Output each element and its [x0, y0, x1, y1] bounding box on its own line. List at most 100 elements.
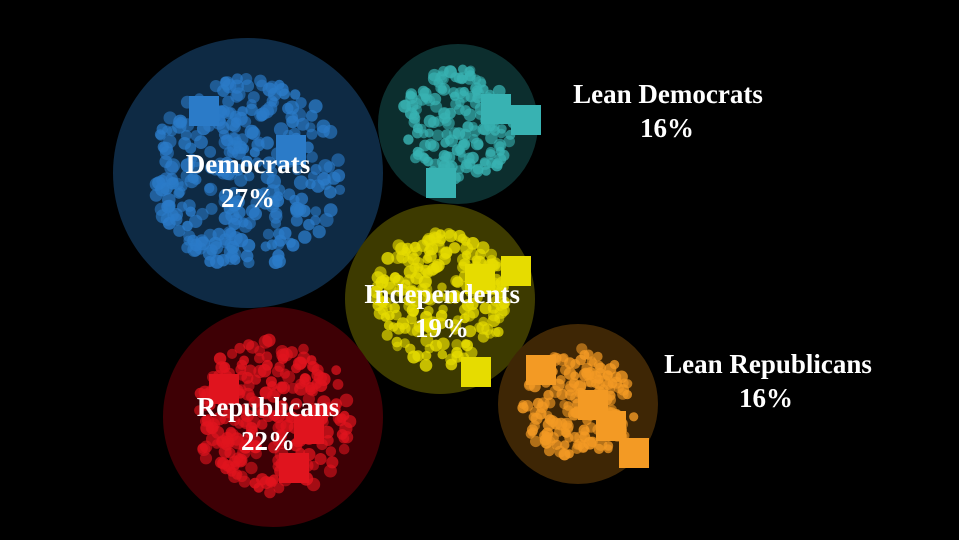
dot-republicans — [290, 398, 303, 410]
square-marker-lean-republicans — [526, 355, 556, 385]
dot-democrats — [166, 126, 178, 137]
dot-lean-democrats — [412, 104, 422, 115]
square-marker-republicans — [279, 453, 309, 483]
dot-democrats — [244, 124, 259, 139]
dot-republicans — [267, 389, 280, 403]
dot-lean-democrats — [485, 149, 496, 160]
dot-independents — [461, 299, 474, 312]
dot-republicans — [221, 435, 234, 448]
dot-democrats — [159, 141, 173, 156]
dot-lean-republicans — [593, 443, 605, 454]
dot-independents — [438, 253, 451, 265]
dot-republicans — [338, 443, 350, 455]
dot-republicans — [256, 408, 267, 419]
dot-independents — [380, 312, 391, 322]
dot-independents — [407, 350, 421, 364]
dot-republicans — [299, 373, 312, 386]
dot-lean-democrats — [472, 92, 483, 104]
square-marker-democrats — [276, 135, 306, 165]
dot-democrats — [204, 146, 217, 158]
dot-democrats — [149, 188, 163, 202]
dot-independents — [451, 339, 463, 351]
dot-independents — [461, 339, 471, 349]
dot-lean-democrats — [403, 134, 414, 145]
dot-independents — [437, 282, 447, 292]
square-marker-lean-democrats — [511, 105, 541, 135]
dot-lean-democrats — [454, 87, 467, 99]
dot-democrats — [173, 114, 188, 129]
dot-democrats — [173, 224, 186, 237]
dot-democrats — [252, 157, 263, 168]
dot-democrats — [242, 238, 256, 253]
dot-lean-democrats — [412, 146, 423, 157]
dot-democrats — [250, 196, 263, 210]
dot-democrats — [229, 254, 241, 266]
dot-republicans — [268, 409, 281, 422]
dot-democrats — [292, 164, 303, 176]
dot-republicans — [223, 408, 233, 419]
cluster-independents — [345, 204, 535, 394]
dot-republicans — [339, 393, 354, 408]
square-marker-republicans — [209, 374, 239, 404]
dot-democrats — [262, 228, 274, 240]
dot-independents — [437, 349, 448, 360]
dot-republicans — [282, 370, 296, 384]
dot-republicans — [253, 482, 264, 493]
dot-independents — [452, 315, 463, 326]
cluster-democrats — [113, 38, 383, 308]
dot-lean-democrats — [470, 137, 484, 151]
dot-democrats — [323, 161, 336, 173]
dot-republicans — [234, 342, 246, 354]
dot-democrats — [274, 79, 285, 90]
dot-independents — [392, 341, 403, 352]
dot-independents — [449, 292, 462, 304]
dot-republicans — [228, 414, 241, 426]
cluster-lean-republicans — [498, 324, 658, 484]
dot-independents — [391, 309, 402, 321]
dot-independents — [424, 317, 435, 328]
dot-democrats — [218, 211, 233, 225]
dot-democrats — [323, 203, 338, 218]
dot-democrats — [298, 230, 312, 244]
dot-republicans — [197, 443, 208, 454]
dot-democrats — [272, 238, 285, 251]
dot-democrats — [331, 153, 345, 167]
dot-independents — [402, 242, 414, 254]
dot-independents — [391, 251, 405, 264]
dot-republicans — [219, 361, 231, 373]
dot-lean-republicans — [530, 412, 543, 425]
dot-lean-democrats — [470, 165, 484, 178]
dot-democrats — [324, 185, 337, 199]
dot-lean-republicans — [558, 448, 571, 461]
dot-lean-republicans — [615, 370, 628, 383]
dot-democrats — [220, 76, 231, 87]
dot-republicans — [254, 345, 266, 357]
dot-republicans — [298, 343, 309, 355]
dot-independents — [425, 242, 439, 256]
dot-independents — [381, 252, 395, 265]
group-pct-republicans: 22% — [241, 426, 295, 456]
group-name-republicans: Republicans — [197, 392, 340, 422]
dot-lean-democrats — [471, 74, 482, 85]
dot-independents — [452, 276, 464, 288]
dot-republicans — [218, 445, 232, 459]
square-marker-lean-democrats — [426, 168, 456, 198]
dot-republicans — [213, 352, 227, 365]
dot-republicans — [343, 415, 357, 428]
dot-democrats — [260, 241, 271, 252]
dot-republicans — [302, 392, 315, 406]
dot-lean-republicans — [544, 445, 555, 457]
dot-republicans — [323, 464, 337, 478]
dot-democrats — [206, 244, 218, 256]
dot-republicans — [271, 365, 284, 378]
dot-democrats — [228, 231, 243, 246]
dot-republicans — [325, 446, 337, 457]
dot-democrats — [260, 170, 275, 185]
dot-independents — [418, 275, 432, 289]
group-pct-lean-democrats: 16% — [640, 113, 694, 143]
dot-democrats — [272, 249, 285, 262]
dot-lean-republicans — [607, 378, 618, 389]
dot-lean-democrats — [486, 158, 497, 169]
dot-democrats — [194, 135, 208, 150]
dot-independents — [457, 253, 470, 267]
